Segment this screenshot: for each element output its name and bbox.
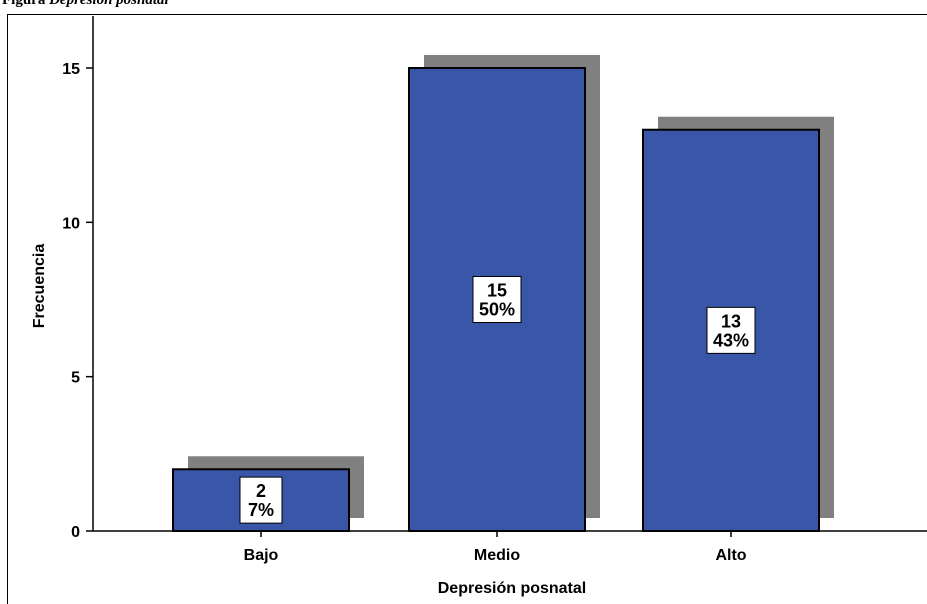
- y-tick-label-0: 0: [71, 524, 80, 541]
- data-label-percent-bajo: 7%: [248, 500, 274, 520]
- y-axis-title: Frecuencia: [31, 244, 48, 329]
- x-tick-label-bajo: Bajo: [244, 547, 279, 564]
- data-label-count-bajo: 2: [256, 481, 266, 501]
- figure-caption: Figura Depresión posnatal: [2, 0, 927, 8]
- data-label-bajo: 27%: [239, 476, 283, 524]
- chart-frame: [7, 14, 927, 604]
- x-ticks: Bajo Medio Alto: [244, 531, 747, 564]
- data-label-percent-alto: 43%: [713, 330, 749, 350]
- data-label-box-medio: [472, 276, 522, 323]
- x-axis-title: Depresión posnatal: [438, 580, 586, 597]
- data-label-box-alto: [706, 306, 756, 354]
- data-label-count-alto: 13: [721, 311, 741, 331]
- data-label-percent-medio: 50%: [479, 300, 515, 320]
- caption-label: Figura: [2, 0, 46, 8]
- axes: [92, 16, 927, 532]
- y-tick-label-5: 5: [71, 370, 80, 387]
- y-tick-label-15: 15: [62, 61, 80, 78]
- data-label-box-bajo: [239, 476, 283, 524]
- y-tick-label-10: 10: [62, 215, 80, 232]
- x-tick-label-alto: Alto: [715, 547, 746, 564]
- x-tick-label-medio: Medio: [474, 547, 520, 564]
- data-label-count-medio: 15: [487, 281, 507, 301]
- y-ticks: 0 5 10 15: [62, 61, 93, 541]
- caption-text: Depresión posnatal: [49, 0, 169, 8]
- bars: [172, 67, 820, 532]
